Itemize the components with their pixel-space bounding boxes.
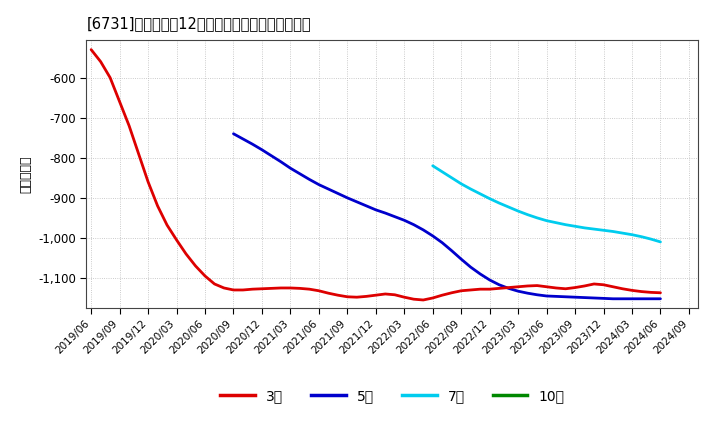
Legend: 3年, 5年, 7年, 10年: 3年, 5年, 7年, 10年 [215, 383, 570, 408]
Y-axis label: （百万円）: （百万円） [19, 155, 32, 193]
Text: [6731]　経常利益12か月移動合計の平均値の推移: [6731] 経常利益12か月移動合計の平均値の推移 [86, 16, 311, 32]
